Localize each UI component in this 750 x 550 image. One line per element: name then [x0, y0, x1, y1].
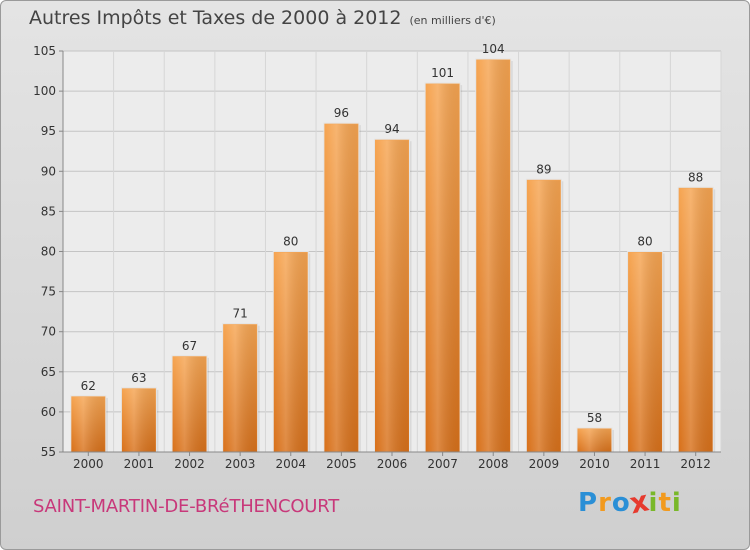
- y-tick-label: 65: [41, 365, 56, 379]
- bar-highlight: [628, 252, 662, 452]
- x-tick-label: 2008: [478, 457, 509, 471]
- y-tick-label: 70: [41, 325, 56, 339]
- bar-highlight: [173, 356, 207, 452]
- x-tick-label: 2002: [174, 457, 205, 471]
- x-tick-label: 2006: [377, 457, 408, 471]
- bars: 62 63 67 71 80 96 94 101 104 89 58 80 88: [70, 42, 716, 453]
- y-tick-label: 75: [41, 285, 56, 299]
- y-tick-label: 60: [41, 405, 56, 419]
- bar-highlight: [577, 428, 611, 452]
- y-tick-label: 55: [41, 445, 56, 459]
- bar-highlight: [71, 396, 105, 452]
- x-tick-label: 2011: [630, 457, 661, 471]
- logo-letter: i: [671, 488, 682, 518]
- y-tick-label: 85: [41, 204, 56, 218]
- y-tick-label: 80: [41, 245, 56, 259]
- x-tick-label: 2004: [275, 457, 306, 471]
- commune-name: SAINT-MARTIN-DE-BRéTHENCOURT: [33, 496, 340, 517]
- bar-highlight: [476, 60, 510, 453]
- chart-title: Autres Impôts et Taxes de 2000 à 2012: [29, 7, 402, 29]
- bar-highlight: [274, 252, 308, 452]
- x-tick-label: 2009: [529, 457, 560, 471]
- bar-value-label: 101: [431, 66, 454, 80]
- x-tick-label: 2003: [225, 457, 256, 471]
- bar-value-label: 71: [233, 307, 248, 321]
- axes: 55 60 65 70 75 80 85 90 95 100 105 2000 2001 2002 2003…: [33, 44, 721, 471]
- bar-highlight: [223, 324, 257, 452]
- x-tick-label: 2000: [73, 457, 104, 471]
- bar-value-label: 94: [384, 122, 399, 136]
- bar-highlight: [375, 140, 409, 452]
- bar-value-label: 104: [482, 42, 505, 56]
- x-tick-label: 2010: [579, 457, 610, 471]
- x-tick-label: 2012: [680, 457, 711, 471]
- x-tick-label: 2005: [326, 457, 357, 471]
- x-tick-label: 2007: [427, 457, 458, 471]
- bar-value-label: 58: [587, 411, 602, 425]
- bar-highlight: [679, 188, 713, 452]
- bar-value-label: 63: [131, 371, 146, 385]
- logo-letter: r: [598, 488, 612, 518]
- bar-value-label: 88: [688, 170, 703, 184]
- y-tick-label: 105: [33, 44, 56, 58]
- bar-value-label: 80: [637, 235, 652, 249]
- logo-letter: P: [578, 488, 599, 518]
- bar-value-label: 80: [283, 235, 298, 249]
- bar-value-label: 96: [334, 106, 349, 120]
- bar-value-label: 62: [81, 379, 96, 393]
- chart-unit: (en milliers d'€): [409, 14, 496, 27]
- bar-value-label: 67: [182, 339, 197, 353]
- bar-highlight: [122, 388, 156, 452]
- x-tick-label: 2001: [124, 457, 155, 471]
- proxiti-logo: Proxiti: [578, 485, 682, 521]
- bar-highlight: [426, 84, 460, 452]
- bar-highlight: [324, 124, 358, 453]
- logo-letter: i: [648, 488, 659, 518]
- chart-title-block: Autres Impôts et Taxes de 2000 à 2012 (en…: [29, 7, 496, 29]
- bar-value-label: 89: [536, 162, 551, 176]
- logo-letter: t: [658, 488, 672, 518]
- y-tick-label: 100: [33, 84, 56, 98]
- logo-letter: o: [611, 488, 631, 518]
- y-tick-label: 90: [41, 164, 56, 178]
- y-tick-label: 95: [41, 124, 56, 138]
- bar-highlight: [527, 180, 561, 452]
